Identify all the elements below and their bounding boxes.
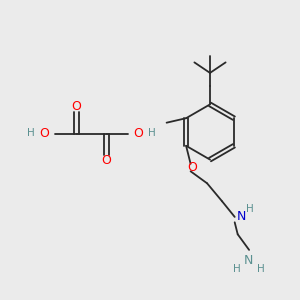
- Text: N: N: [244, 254, 253, 268]
- Text: O: O: [102, 154, 111, 167]
- Text: H: H: [148, 128, 156, 139]
- Text: O: O: [40, 127, 50, 140]
- Text: H: H: [256, 264, 264, 274]
- Text: H: H: [246, 203, 254, 214]
- Text: H: H: [232, 264, 240, 274]
- Text: O: O: [134, 127, 143, 140]
- Text: O: O: [72, 100, 81, 113]
- Text: O: O: [187, 161, 197, 174]
- Text: H: H: [27, 128, 34, 139]
- Text: N: N: [237, 210, 247, 224]
